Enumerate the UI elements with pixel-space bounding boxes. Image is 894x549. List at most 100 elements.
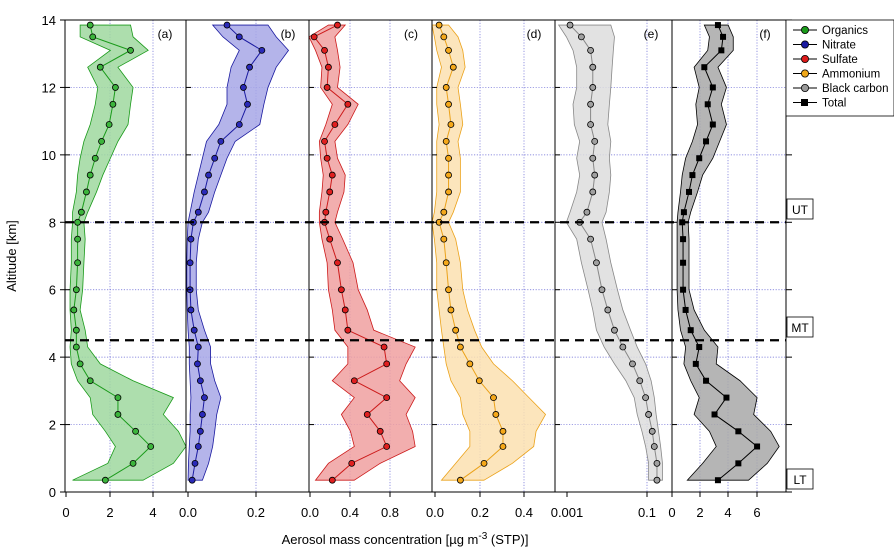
data-point (187, 235, 195, 243)
data-point (720, 33, 727, 40)
data-point (604, 306, 612, 314)
x-tick-label: 0.4 (515, 505, 533, 520)
data-point (328, 476, 336, 484)
y-tick-label: 6 (49, 283, 56, 298)
data-point (445, 100, 452, 108)
panels: 0 2 4(a)0.0 0.2(b)0.0 0.4 0.8(c)0.0 0.2 0.4(d)0… (62, 19, 786, 520)
uncertainty-band (186, 24, 290, 481)
data-point (76, 360, 84, 368)
data-point (466, 360, 474, 368)
y-tick-label: 2 (49, 418, 56, 433)
data-point (89, 33, 97, 41)
data-point (703, 138, 710, 145)
data-point (714, 22, 721, 29)
y-tick-label: 14 (42, 13, 56, 28)
legend-marker (801, 40, 810, 49)
data-point (587, 46, 594, 54)
data-point (650, 443, 658, 450)
data-point (326, 188, 334, 196)
data-point (101, 476, 109, 484)
data-point (334, 259, 341, 267)
y-tick-label: 10 (42, 148, 56, 163)
data-point (735, 428, 742, 435)
data-point (380, 343, 388, 351)
data-point (325, 63, 332, 71)
layer-label: MT (791, 321, 809, 335)
data-point (754, 443, 761, 450)
data-point (589, 188, 597, 196)
uncertainty-band (557, 24, 663, 481)
legend-label: Total (822, 98, 846, 110)
data-point (198, 411, 206, 418)
data-point (105, 121, 113, 128)
data-point (642, 394, 649, 402)
panel-label: (f) (759, 27, 770, 41)
data-point (442, 137, 450, 145)
y-axis-title: Altitude [km] (4, 220, 19, 292)
data-point (447, 121, 455, 128)
data-point (490, 394, 497, 402)
data-point (499, 427, 507, 435)
panel-label: (c) (404, 27, 418, 41)
panel-6: 0 2 4 6 (f) (668, 19, 786, 520)
x-tick-label: 4 (149, 505, 156, 520)
data-point (310, 33, 318, 41)
data-point (709, 84, 716, 91)
data-point (583, 208, 591, 216)
data-point (91, 154, 99, 162)
data-point (499, 443, 507, 450)
data-point (321, 46, 328, 54)
data-point (456, 476, 464, 484)
data-point (72, 343, 80, 351)
data-point (190, 326, 198, 334)
data-point (435, 21, 443, 29)
data-point (112, 84, 119, 91)
x-tick-label: 2 (696, 505, 703, 520)
x-axis-title-units: (STP)] (487, 532, 528, 547)
data-point (334, 21, 341, 29)
data-point (704, 101, 711, 108)
y-axis: 0 2 4 6 8 10 12 14 (42, 13, 65, 500)
legend-label: Organics (822, 25, 868, 37)
x-tick-label: 0.0 (426, 505, 444, 520)
data-point (74, 259, 82, 267)
data-point (587, 235, 594, 243)
data-point (363, 411, 371, 418)
data-point (337, 286, 345, 294)
data-point (587, 121, 594, 128)
panel-4: 0.0 0.2 0.4 (d) (426, 19, 555, 520)
data-point (598, 286, 606, 294)
panel-label: (b) (281, 27, 296, 41)
y-tick-label: 4 (49, 350, 56, 365)
data-point (331, 121, 339, 128)
data-point (186, 259, 194, 267)
data-point (680, 259, 687, 266)
x-tick-label: 0.0 (179, 505, 197, 520)
data-point (147, 443, 155, 450)
data-point (696, 155, 703, 162)
data-point (682, 306, 689, 313)
data-point (83, 188, 90, 196)
data-point (328, 171, 336, 179)
x-tick-label: 0.001 (551, 505, 584, 520)
data-point (589, 63, 597, 71)
data-point (344, 326, 352, 334)
data-point (445, 188, 452, 196)
data-point (445, 154, 452, 162)
data-point (344, 100, 352, 108)
data-point (442, 84, 450, 91)
data-point (188, 476, 196, 484)
data-point (132, 427, 139, 435)
x-tick-label: 0 (668, 505, 675, 520)
legend-label: Black carbon (822, 83, 888, 95)
data-point (114, 411, 122, 418)
x-tick-label: 0.8 (381, 505, 399, 520)
data-point (442, 259, 450, 267)
data-point (687, 327, 694, 334)
data-point (350, 377, 358, 385)
data-point (86, 21, 94, 29)
data-point (323, 154, 331, 162)
legend-label: Nitrate (822, 40, 856, 52)
data-point (680, 236, 687, 243)
